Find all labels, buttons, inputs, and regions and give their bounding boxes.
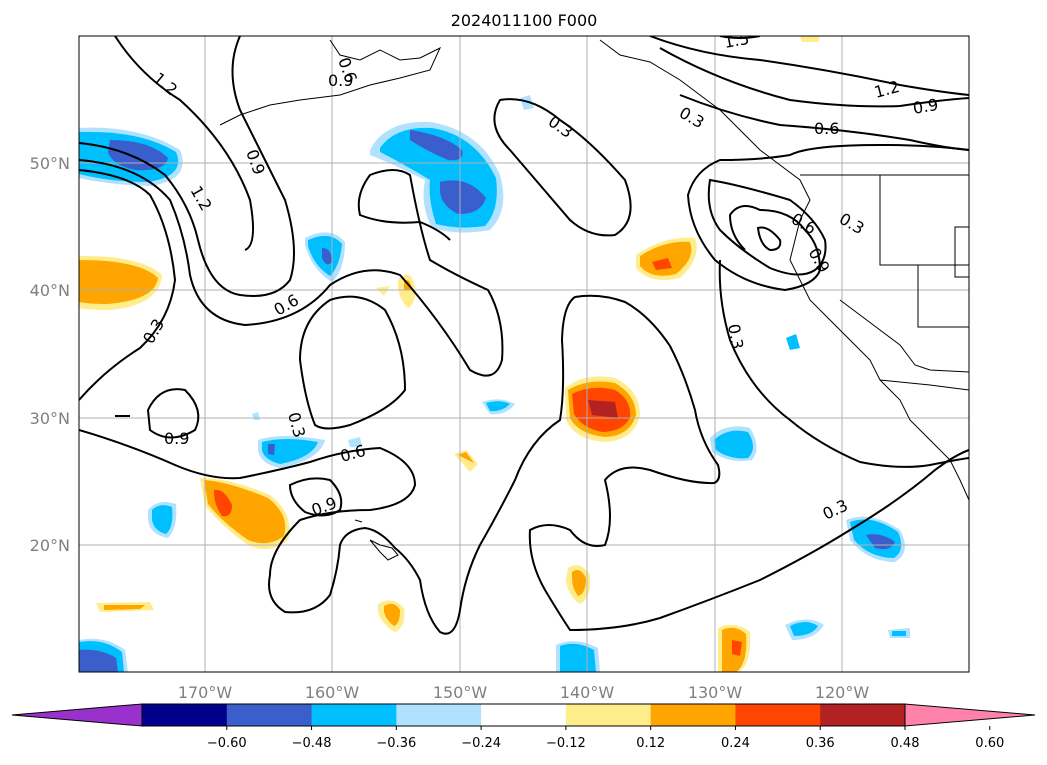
colorbar-segment (565, 704, 652, 726)
contour-line (79, 36, 295, 297)
contour-label: 0.9 (911, 95, 939, 118)
contour-line (707, 178, 827, 276)
contour-label: 0.9 (328, 71, 353, 90)
contour-label: 0.3 (724, 322, 747, 350)
contour-line (79, 159, 504, 377)
contour-line (288, 477, 343, 517)
shade-negative (440, 180, 486, 215)
colorbar-tick-label: −0.24 (461, 736, 501, 751)
contour-label: 0.9 (164, 429, 189, 448)
contour-line (79, 294, 969, 635)
colorbar-extend-low (11, 703, 143, 727)
colorbar-segment (311, 704, 397, 726)
colorbar-frame (141, 703, 906, 727)
colorbar-segment (396, 704, 482, 726)
lat-label: 50°N (30, 154, 70, 173)
colorbar-extend-high (904, 703, 1036, 727)
shade-negative (410, 130, 463, 161)
colorbar-segment (142, 704, 228, 726)
contour-line (298, 295, 407, 430)
colorbar-segment (735, 704, 821, 726)
colorbar-tick-label: 0.12 (636, 736, 665, 751)
colorbar-tick-label: 0.48 (891, 736, 920, 751)
colorbar-segment (481, 704, 567, 726)
contour-line (659, 47, 969, 108)
colorbar-tick-label: −0.36 (376, 736, 416, 751)
colorbar-tick-label: 0.36 (806, 736, 835, 751)
map-title: 2024011100 F000 (451, 11, 598, 30)
colorbar-tick-label: 0.24 (721, 736, 750, 751)
contour-line (756, 226, 782, 252)
colorbar-segment (226, 704, 313, 726)
lon-labels: 170°W 160°W 150°W 140°W 130°W 120°W (178, 683, 870, 702)
lat-labels: 50°N 40°N 30°N 20°N (30, 154, 70, 555)
shade-positive (79, 260, 158, 304)
colorbar-segment (820, 704, 906, 726)
contour-line (719, 36, 761, 39)
contour-line (649, 36, 969, 96)
lon-label: 170°W (178, 683, 233, 702)
shaded-regions (79, 36, 910, 672)
lon-label: 150°W (433, 683, 488, 702)
colorbar-tick-label: −0.60 (207, 736, 247, 751)
shade-negative (322, 248, 332, 265)
contour-label: 1.5 (722, 29, 750, 52)
lon-label: 160°W (305, 683, 360, 702)
lat-label: 20°N (30, 536, 70, 555)
contours (79, 36, 969, 635)
map-frame (78, 35, 970, 673)
colorbar: −0.60 −0.48 −0.36 −0.24 −0.12 0.12 0.24 0.36 0.4… (11, 703, 1036, 751)
coastlines (219, 39, 969, 561)
lon-label: 120°W (815, 683, 870, 702)
contour-label: 0.6 (814, 119, 839, 138)
colorbar-tick-label: −0.12 (546, 736, 586, 751)
lon-label: 140°W (560, 683, 615, 702)
contour-line (146, 388, 200, 439)
contour-line (493, 98, 632, 237)
lat-label: 40°N (30, 281, 70, 300)
contour-line (718, 259, 969, 468)
contour-line (686, 143, 969, 292)
lon-label: 130°W (688, 683, 743, 702)
colorbar-tick-label: 0.60 (975, 736, 1004, 751)
lat-label: 30°N (30, 409, 70, 428)
contour-line (114, 36, 255, 251)
contour-line (79, 169, 177, 401)
colorbar-tick-label: −0.48 (292, 736, 332, 751)
colorbar-segment (650, 704, 736, 726)
map-area: 1.2 0.6 0.3 0.9 1.5 1.2 0.9 0.6 0.3 0.9 … (79, 29, 969, 672)
contour-line (679, 94, 969, 151)
